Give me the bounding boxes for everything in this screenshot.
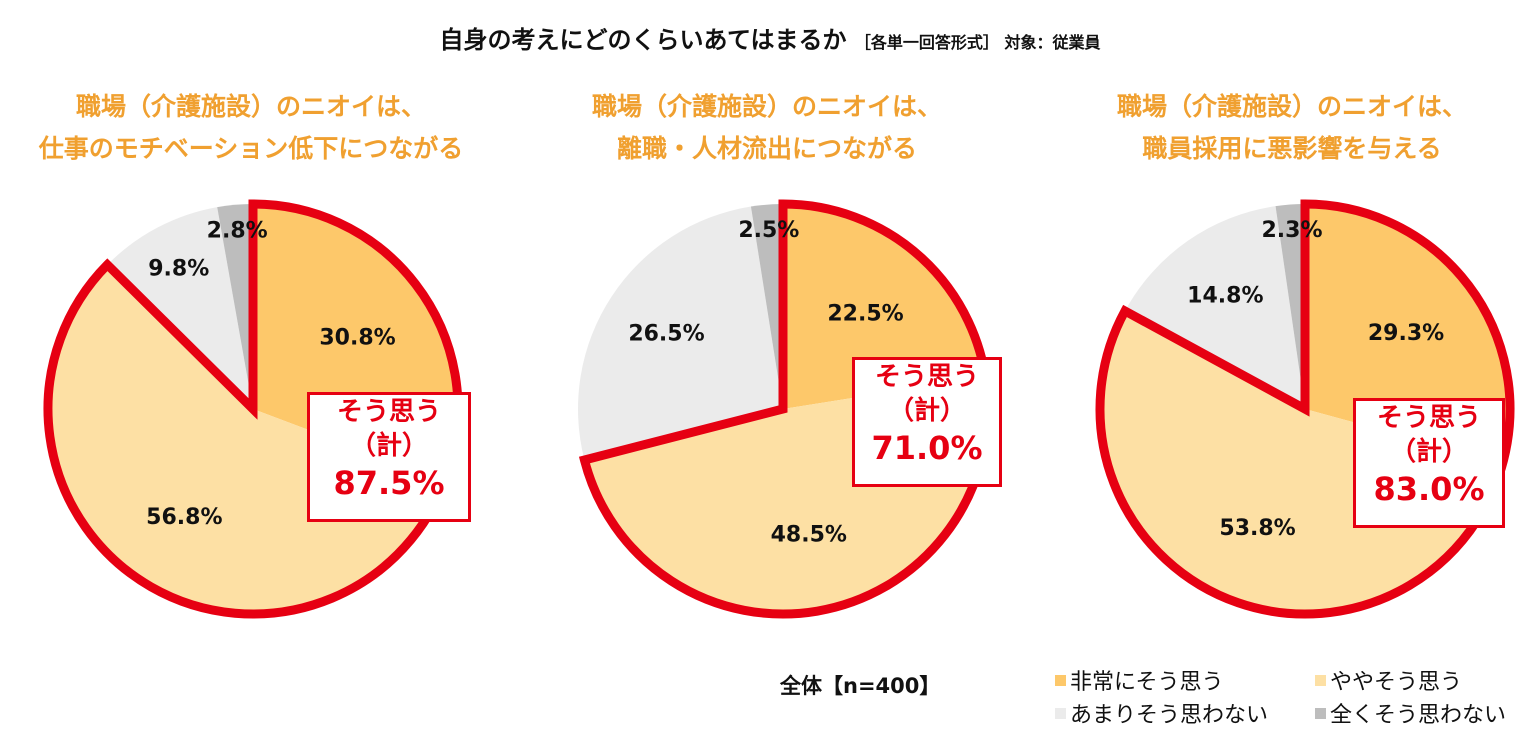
- pie-title-1: 職場（介護施設）のニオイは、 仕事のモチベーション低下につながる: [0, 86, 531, 170]
- total-box-1: そう思う （計） 87.5%: [307, 392, 471, 522]
- legend-label-not-really: あまりそう思わない: [1070, 703, 1269, 728]
- pie-3-label-not-really: 14.8%: [1187, 284, 1263, 309]
- pie-3-label-not-at-all: 2.3%: [1261, 218, 1322, 243]
- pie-title-2: 職場（介護施設）のニオイは、 離職・人材流出につながる: [487, 86, 1047, 170]
- pie-1-slice-not-at-all: [217, 204, 253, 409]
- legend-swatch-not-at-all: [1315, 708, 1326, 719]
- pie-2-slice-not-really: [577, 206, 783, 460]
- total-box-1-value: 87.5%: [333, 464, 445, 502]
- pie-2-label-very: 22.5%: [827, 301, 903, 326]
- pie-2-label-not-really: 26.5%: [628, 321, 704, 346]
- pie-3-label-very: 29.3%: [1368, 321, 1444, 346]
- pie-title-1-line2: 仕事のモチベーション低下につながる: [38, 134, 464, 163]
- legend-label-somewhat: ややそう思う: [1330, 670, 1463, 695]
- total-box-1-sublabel: （計）: [349, 431, 428, 461]
- pie-1-label-not-really: 9.8%: [148, 256, 209, 281]
- pie-1-label-not-at-all: 2.8%: [207, 218, 268, 243]
- total-box-3-value: 83.0%: [1373, 470, 1485, 508]
- total-box-1-label: そう思う: [336, 397, 441, 427]
- total-box-3-label: そう思う: [1376, 403, 1481, 433]
- pie-3-slice-not-at-all: [1275, 204, 1305, 409]
- pie-title-3-line1: 職場（介護施設）のニオイは、: [1116, 92, 1467, 121]
- pie-2-agree-outline: [578, 199, 993, 619]
- total-box-2: そう思う （計） 71.0%: [852, 357, 1002, 487]
- legend-swatch-somewhat: [1315, 675, 1326, 686]
- legend-item-not-really: あまりそう思わない: [1055, 697, 1268, 729]
- pie-title-3-line2: 職員採用に悪影響を与える: [1142, 134, 1442, 163]
- pie-3-label-somewhat: 53.8%: [1219, 516, 1295, 541]
- total-box-2-sublabel: （計）: [887, 396, 966, 426]
- pie-title-2-line1: 職場（介護施設）のニオイは、: [591, 92, 942, 121]
- pie-3-slice-not-really: [1124, 206, 1305, 409]
- pie-1-label-very: 30.8%: [319, 326, 395, 351]
- pie-title-1-line1: 職場（介護施設）のニオイは、: [75, 92, 426, 121]
- sample-size-label: 全体【n=400】: [780, 674, 941, 698]
- legend-label-very: 非常にそう思う: [1070, 670, 1224, 695]
- chart-title-text: 自身の考えにどのくらいあてはまるか: [439, 26, 847, 54]
- pie-1-label-somewhat: 56.8%: [146, 505, 222, 530]
- legend-label-not-at-all: 全くそう思わない: [1330, 703, 1507, 728]
- pie-title-3: 職場（介護施設）のニオイは、 職員採用に悪影響を与える: [1012, 86, 1540, 170]
- total-box-3-sublabel: （計）: [1389, 437, 1468, 467]
- pie-2-label-not-at-all: 2.5%: [738, 218, 799, 243]
- chart-subtitle: ［各単一回答形式］ 対象：従業員: [854, 33, 1101, 52]
- legend-swatch-not-really: [1055, 708, 1066, 719]
- pie-1-slice-not-really: [107, 207, 254, 409]
- pie-3-slice-somewhat: [1099, 310, 1503, 615]
- pie-1-agree-outline: [43, 199, 463, 619]
- pie-2-label-somewhat: 48.5%: [771, 522, 847, 547]
- legend-item-somewhat: ややそう思う: [1315, 664, 1462, 696]
- total-box-2-label: そう思う: [874, 362, 979, 392]
- legend-item-very: 非常にそう思う: [1055, 664, 1224, 696]
- pie-2-slice-not-at-all: [750, 204, 783, 409]
- total-box-2-value: 71.0%: [871, 429, 983, 467]
- pie-3-agree-outline: [1095, 199, 1515, 619]
- pie-title-2-line2: 離職・人材流出につながる: [616, 134, 917, 163]
- total-box-3: そう思う （計） 83.0%: [1353, 398, 1505, 528]
- pie-1-slice-somewhat: [47, 264, 445, 614]
- chart-title: 自身の考えにどのくらいあてはまるか ［各単一回答形式］ 対象：従業員: [0, 20, 1540, 55]
- legend-item-not-at-all: 全くそう思わない: [1315, 697, 1506, 729]
- legend-swatch-very: [1055, 675, 1066, 686]
